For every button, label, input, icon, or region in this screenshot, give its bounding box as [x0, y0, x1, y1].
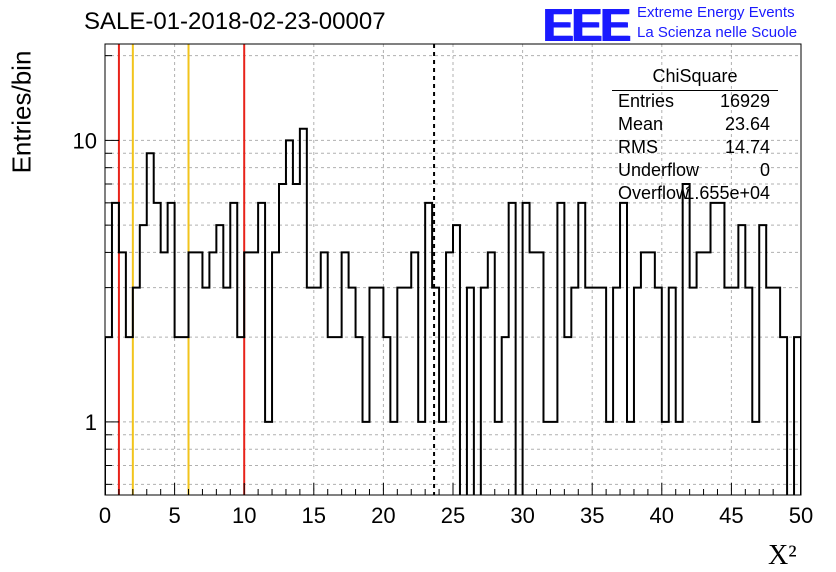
stats-row-entries: Entries 16929	[612, 91, 778, 114]
x-tick-label: 30	[510, 503, 534, 528]
x-axis-label: X²	[768, 540, 797, 571]
y-tick-label: 1	[85, 410, 97, 435]
stats-title: ChiSquare	[612, 66, 778, 91]
stats-row-rms: RMS 14.74	[612, 137, 778, 160]
stats-row-underflow: Underflow 0	[612, 160, 778, 183]
stats-key: Overflow	[618, 183, 690, 203]
y-axis-label: Entries/bin	[6, 50, 37, 174]
stats-key: Entries	[618, 91, 675, 111]
stats-row-mean: Mean 23.64	[612, 114, 778, 137]
stats-value: 16929	[719, 91, 770, 111]
x-tick-label: 10	[232, 503, 256, 528]
stats-key: RMS	[618, 137, 658, 157]
stats-value: 14.74	[724, 137, 770, 157]
x-tick-label: 25	[441, 503, 465, 528]
x-tick-label: 15	[302, 503, 326, 528]
x-tick-label: 0	[99, 503, 111, 528]
stats-key: Underflow	[618, 160, 700, 180]
y-tick-label: 10	[73, 128, 97, 153]
eee-logo: EEE	[543, 0, 631, 51]
stats-row-overflow: Overflow 1.655e+04	[612, 183, 778, 206]
x-tick-label: 20	[371, 503, 395, 528]
logo-subtitle-2: La Scienza nelle Scuole	[637, 24, 798, 41]
stats-value: 1.655e+04	[684, 183, 770, 203]
stats-key: Mean	[618, 114, 664, 134]
stats-value: 0	[759, 160, 770, 180]
stats-value: 23.64	[724, 114, 770, 134]
stats-box: ChiSquare Entries 16929 Mean 23.64 RMS 1…	[612, 66, 778, 206]
logo-subtitle-1: Extreme Energy Events	[637, 4, 795, 21]
x-tick-label: 35	[580, 503, 604, 528]
x-tick-label: 5	[168, 503, 180, 528]
chart-title: SALE-01-2018-02-23-00007	[84, 8, 386, 35]
x-tick-label: 45	[719, 503, 743, 528]
x-tick-label: 40	[650, 503, 674, 528]
x-tick-label: 50	[789, 503, 813, 528]
histogram-series	[105, 127, 801, 495]
